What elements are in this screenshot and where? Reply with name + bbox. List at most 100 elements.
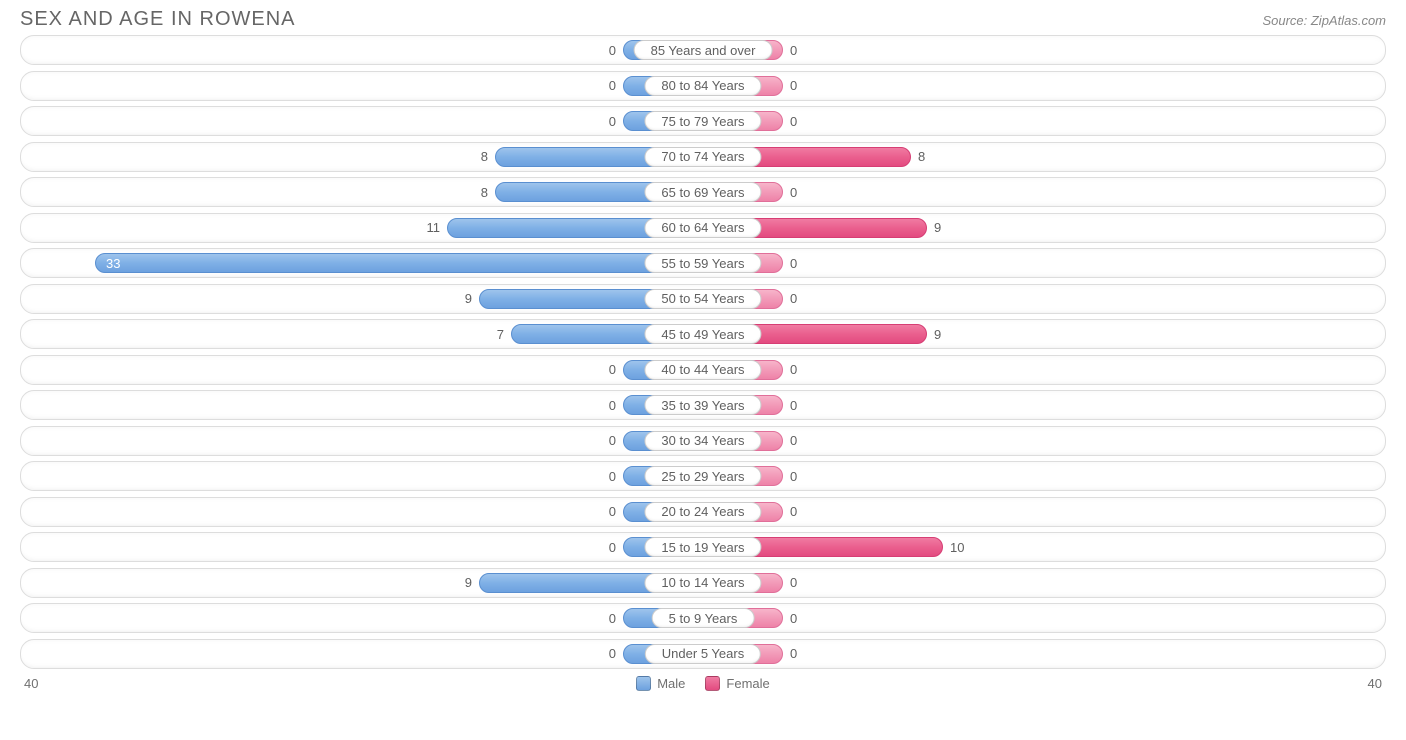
female-value: 0 <box>790 433 797 448</box>
female-half: 0 <box>703 178 1385 206</box>
legend: Male Female <box>636 676 770 691</box>
pyramid-row: 01015 to 19 Years <box>20 532 1386 562</box>
pyramid-row: 0 0 20 to 24 Years <box>20 497 1386 527</box>
category-pill: 55 to 59 Years <box>644 253 761 273</box>
female-half: 0 <box>703 72 1385 100</box>
female-half: 0 <box>703 36 1385 64</box>
female-value: 0 <box>790 362 797 377</box>
male-half: 8 <box>21 143 703 171</box>
female-half: 0 <box>703 285 1385 313</box>
male-half: 0 <box>21 498 703 526</box>
chart-title: SEX AND AGE IN ROWENA <box>20 8 296 31</box>
category-pill: 30 to 34 Years <box>644 431 761 451</box>
male-value: 0 <box>609 540 616 555</box>
female-half: 9 <box>703 214 1385 242</box>
pyramid-row: 0035 to 39 Years <box>20 390 1386 420</box>
legend-female-label: Female <box>726 676 769 691</box>
category-pill: Under 5 Years <box>645 644 761 664</box>
pyramid-row: 0 0 85 Years and over <box>20 35 1386 65</box>
male-half: 0 <box>21 72 703 100</box>
category-pill: 65 to 69 Years <box>644 182 761 202</box>
male-value: 7 <box>497 327 504 342</box>
female-value: 10 <box>950 540 964 555</box>
female-half: 10 <box>703 533 1385 561</box>
category-pill: 25 to 29 Years <box>644 466 761 486</box>
male-value: 0 <box>609 362 616 377</box>
male-half: 7 <box>21 320 703 348</box>
pyramid-row: 8870 to 74 Years <box>20 142 1386 172</box>
female-value: 0 <box>790 78 797 93</box>
male-half: 0 <box>21 391 703 419</box>
female-half: 0 <box>703 462 1385 490</box>
female-swatch-icon <box>705 676 720 691</box>
female-half: 0 <box>703 427 1385 455</box>
female-value: 0 <box>790 43 797 58</box>
pyramid-row: 9050 to 54 Years <box>20 284 1386 314</box>
male-bar: 33 <box>95 253 703 273</box>
male-half: 0 <box>21 604 703 632</box>
male-half: 0 <box>21 356 703 384</box>
female-value: 0 <box>790 611 797 626</box>
male-value: 0 <box>609 469 616 484</box>
female-half: 0 <box>703 604 1385 632</box>
male-value: 33 <box>106 256 120 271</box>
female-half: 9 <box>703 320 1385 348</box>
pyramid-row: 0 0 80 to 84 Years <box>20 71 1386 101</box>
male-value: 0 <box>609 504 616 519</box>
population-pyramid-chart: 0085 Years and over0080 to 84 Years0075 … <box>0 35 1406 669</box>
pyramid-row: 0075 to 79 Years <box>20 106 1386 136</box>
female-value: 0 <box>790 256 797 271</box>
female-half: 0 <box>703 249 1385 277</box>
axis-right-max: 40 <box>1368 676 1382 691</box>
axis-left-max: 40 <box>24 676 38 691</box>
male-value: 0 <box>609 43 616 58</box>
male-half: 9 <box>21 285 703 313</box>
category-pill: 45 to 49 Years <box>644 324 761 344</box>
legend-male-label: Male <box>657 676 685 691</box>
category-pill: 35 to 39 Years <box>644 395 761 415</box>
female-half: 0 <box>703 356 1385 384</box>
male-value: 8 <box>481 185 488 200</box>
pyramid-row: 0 0 25 to 29 Years <box>20 461 1386 491</box>
male-value: 0 <box>609 114 616 129</box>
category-pill: 80 to 84 Years <box>644 76 761 96</box>
category-pill: 85 Years and over <box>634 40 773 60</box>
female-value: 0 <box>790 504 797 519</box>
pyramid-row: 9 0 10 to 14 Years <box>20 568 1386 598</box>
male-value: 9 <box>465 575 472 590</box>
female-value: 0 <box>790 575 797 590</box>
category-pill: 70 to 74 Years <box>644 147 761 167</box>
category-pill: 10 to 14 Years <box>644 573 761 593</box>
chart-footer: 40 Male Female 40 <box>0 674 1406 691</box>
male-value: 0 <box>609 433 616 448</box>
category-pill: 60 to 64 Years <box>644 218 761 238</box>
female-value: 9 <box>934 220 941 235</box>
female-half: 0 <box>703 107 1385 135</box>
female-value: 9 <box>934 327 941 342</box>
legend-item-female: Female <box>705 676 769 691</box>
female-half: 0 <box>703 569 1385 597</box>
pyramid-row: 11 9 60 to 64 Years <box>20 213 1386 243</box>
female-value: 0 <box>790 469 797 484</box>
male-swatch-icon <box>636 676 651 691</box>
male-half: 0 <box>21 640 703 668</box>
female-half: 0 <box>703 640 1385 668</box>
male-half: 11 <box>21 214 703 242</box>
female-half: 0 <box>703 391 1385 419</box>
male-half: 0 <box>21 107 703 135</box>
category-pill: 20 to 24 Years <box>644 502 761 522</box>
female-value: 0 <box>790 398 797 413</box>
male-half: 0 <box>21 533 703 561</box>
male-value: 0 <box>609 611 616 626</box>
pyramid-row: 0 0 30 to 34 Years <box>20 426 1386 456</box>
chart-header: SEX AND AGE IN ROWENA Source: ZipAtlas.c… <box>0 0 1406 35</box>
male-value: 0 <box>609 78 616 93</box>
female-half: 0 <box>703 498 1385 526</box>
female-value: 0 <box>790 185 797 200</box>
female-half: 8 <box>703 143 1385 171</box>
male-half: 0 <box>21 36 703 64</box>
male-half: 0 <box>21 427 703 455</box>
male-half: 33 <box>21 249 703 277</box>
chart-source: Source: ZipAtlas.com <box>1262 13 1386 28</box>
male-half: 0 <box>21 462 703 490</box>
